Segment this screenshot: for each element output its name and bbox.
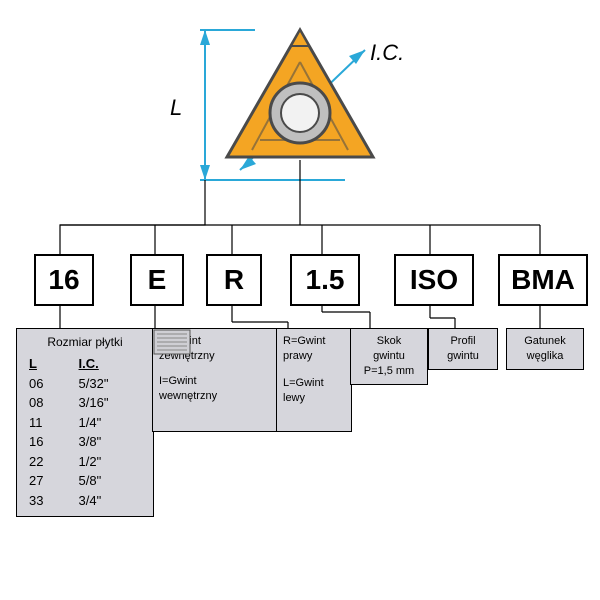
table-row: 275/8" <box>23 471 147 491</box>
table-row: 083/16" <box>23 393 147 413</box>
grade-box: Gatunek węglika <box>506 328 584 370</box>
ext-int-box: E=Gwint zewnętrzny I=Gwint wewnętrzny <box>152 328 280 432</box>
code-size: 16 <box>34 254 94 306</box>
r-l1: R=Gwint <box>283 334 345 349</box>
code-int-ext: E <box>130 254 184 306</box>
size-table-title: Rozmiar płytki <box>23 334 147 350</box>
code-pitch: 1.5 <box>290 254 360 306</box>
table-row: 163/8" <box>23 432 147 452</box>
pitch-l2: gwintu <box>357 349 421 364</box>
profile-l2: gwintu <box>435 349 491 364</box>
pitch-box: Skok gwintu P=1,5 mm <box>350 328 428 385</box>
table-row: 065/32" <box>23 374 147 394</box>
code-hand: R <box>206 254 262 306</box>
code-grade: BMA <box>498 254 588 306</box>
profile-l1: Profil <box>435 334 491 349</box>
table-row: 333/4" <box>23 491 147 511</box>
grade-l2: węglika <box>513 349 577 364</box>
pitch-l1: Skok <box>357 334 421 349</box>
l-l1: L=Gwint <box>283 376 345 391</box>
pitch-l3: P=1,5 mm <box>357 364 421 379</box>
thread-int-icon <box>153 329 191 355</box>
grade-l1: Gatunek <box>513 334 577 349</box>
l-l2: lewy <box>283 391 345 406</box>
code-profile: ISO <box>394 254 474 306</box>
i-line1: I=Gwint <box>159 374 273 389</box>
profile-box: Profil gwintu <box>428 328 498 370</box>
insert-body <box>227 30 373 157</box>
col-L: L <box>23 354 78 374</box>
i-line2: wewnętrzny <box>159 389 273 404</box>
r-l2: prawy <box>283 349 345 364</box>
table-row: 111/4" <box>23 413 147 433</box>
dim-label-IC: I.C. <box>370 40 404 66</box>
table-row: 221/2" <box>23 452 147 472</box>
col-IC: I.C. <box>78 354 147 374</box>
dim-label-L: L <box>170 95 182 121</box>
size-table: Rozmiar płytki L I.C. 065/32"083/16"111/… <box>16 328 154 517</box>
hand-box: R=Gwint prawy L=Gwint lewy <box>276 328 352 432</box>
